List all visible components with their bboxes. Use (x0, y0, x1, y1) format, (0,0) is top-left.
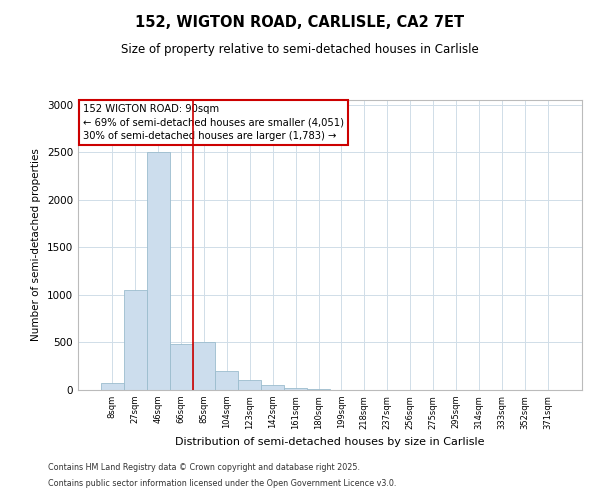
X-axis label: Distribution of semi-detached houses by size in Carlisle: Distribution of semi-detached houses by … (175, 437, 485, 447)
Text: Contains HM Land Registry data © Crown copyright and database right 2025.: Contains HM Land Registry data © Crown c… (48, 464, 360, 472)
Text: 152 WIGTON ROAD: 90sqm
← 69% of semi-detached houses are smaller (4,051)
30% of : 152 WIGTON ROAD: 90sqm ← 69% of semi-det… (83, 104, 344, 141)
Bar (215, 372, 238, 390)
Text: Contains public sector information licensed under the Open Government Licence v3: Contains public sector information licen… (48, 478, 397, 488)
Bar (238, 380, 261, 390)
Text: Size of property relative to semi-detached houses in Carlisle: Size of property relative to semi-detach… (121, 42, 479, 56)
Bar (193, 342, 215, 390)
Bar (261, 385, 284, 390)
Text: 152, WIGTON ROAD, CARLISLE, CA2 7ET: 152, WIGTON ROAD, CARLISLE, CA2 7ET (136, 15, 464, 30)
Bar (101, 383, 124, 390)
Bar (124, 290, 147, 390)
Y-axis label: Number of semi-detached properties: Number of semi-detached properties (31, 148, 41, 342)
Bar (147, 152, 170, 390)
Bar (170, 344, 193, 390)
Bar (284, 388, 307, 390)
Bar (307, 389, 330, 390)
